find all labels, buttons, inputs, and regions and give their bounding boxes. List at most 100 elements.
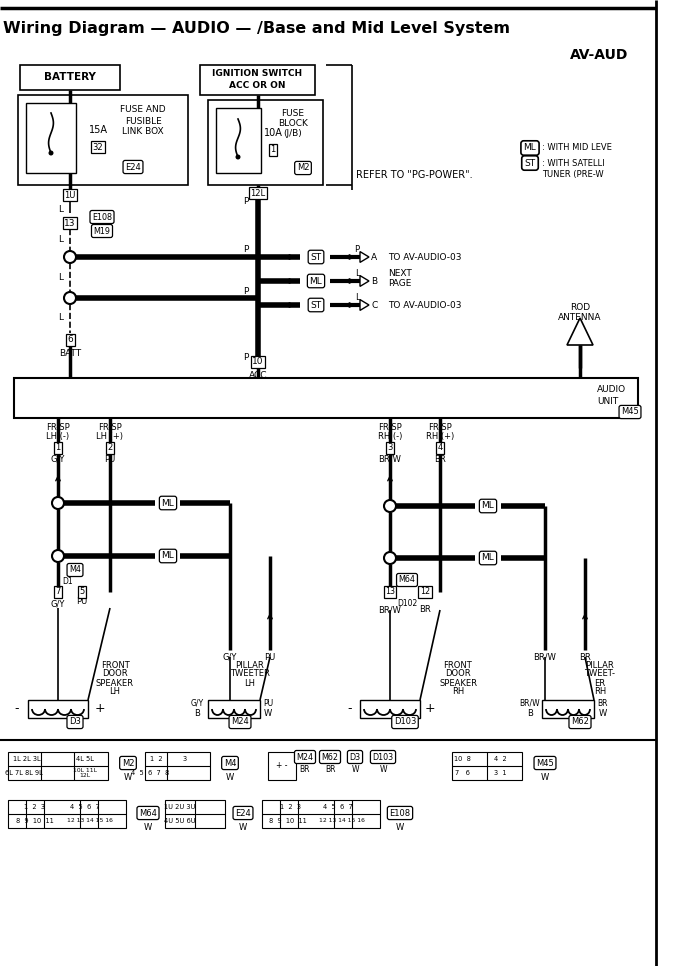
Text: G/Y: G/Y	[51, 454, 65, 464]
Text: BR/W: BR/W	[534, 652, 557, 662]
Text: ML: ML	[162, 498, 174, 507]
Bar	[18, 95, 188, 185]
Text: M45: M45	[621, 408, 639, 416]
Text: ST: ST	[310, 252, 322, 262]
Text: PU: PU	[76, 596, 87, 606]
Text: (J/B): (J/B)	[283, 128, 302, 137]
Text: LH (-): LH (-)	[46, 433, 69, 441]
Text: 1L 2L 3L: 1L 2L 3L	[13, 756, 41, 762]
Text: A: A	[371, 252, 377, 262]
Text: TUNER (PRE-W: TUNER (PRE-W	[542, 169, 604, 179]
Text: D3: D3	[349, 753, 361, 761]
Text: 10L 11L
12L: 10L 11L 12L	[73, 768, 97, 779]
Text: 4  5  6  7: 4 5 6 7	[70, 804, 100, 810]
Text: BR/W: BR/W	[378, 606, 401, 614]
Text: 12 13 14 15 16: 12 13 14 15 16	[319, 818, 365, 823]
Text: E108: E108	[390, 809, 411, 817]
Text: 10: 10	[252, 357, 264, 366]
Text: B: B	[371, 276, 377, 286]
Text: FR-SP: FR-SP	[378, 423, 402, 433]
Text: PILLAR: PILLAR	[586, 661, 614, 669]
Text: M4: M4	[69, 565, 81, 575]
Text: BR: BR	[299, 764, 310, 774]
Text: -: -	[348, 702, 352, 716]
Text: P: P	[355, 244, 359, 253]
Text: REFER TO "PG-POWER".: REFER TO "PG-POWER".	[356, 170, 472, 180]
Bar	[165, 800, 225, 828]
Text: 7   6: 7 6	[454, 770, 470, 776]
Bar	[8, 752, 108, 780]
Bar	[8, 800, 126, 828]
Text: 15A: 15A	[89, 125, 108, 135]
Text: PU: PU	[104, 454, 116, 464]
Text: RH: RH	[452, 688, 464, 696]
Text: G/Y: G/Y	[190, 698, 203, 707]
Text: 10A: 10A	[264, 128, 283, 138]
Text: M62: M62	[571, 718, 589, 726]
Text: ML: ML	[162, 552, 174, 560]
Text: P: P	[244, 354, 249, 362]
Text: IGNITION SWITCH: IGNITION SWITCH	[212, 70, 302, 78]
Text: BR: BR	[419, 606, 431, 614]
Text: M19: M19	[94, 226, 110, 236]
Text: W: W	[599, 709, 607, 719]
Text: M4: M4	[223, 758, 236, 768]
Text: DOOR: DOOR	[445, 669, 471, 678]
Bar	[28, 700, 88, 718]
Text: M45: M45	[536, 758, 554, 768]
Bar	[20, 65, 120, 90]
Text: L: L	[355, 269, 359, 277]
Text: NEXT: NEXT	[388, 270, 412, 278]
Text: FUSE: FUSE	[281, 108, 304, 118]
Text: LINK BOX: LINK BOX	[122, 128, 164, 136]
Text: 12: 12	[420, 587, 430, 596]
Text: M62: M62	[322, 753, 339, 761]
Circle shape	[52, 497, 64, 509]
Text: UNIT: UNIT	[597, 396, 618, 406]
Text: ML: ML	[524, 144, 536, 153]
Text: B: B	[527, 709, 533, 719]
Polygon shape	[360, 299, 369, 310]
Text: 4  5  6  7  8: 4 5 6 7 8	[131, 770, 169, 776]
Text: PU: PU	[263, 698, 273, 707]
Text: BATTERY: BATTERY	[44, 72, 96, 82]
Text: M2: M2	[122, 758, 134, 768]
Text: 4  5  6  7: 4 5 6 7	[323, 804, 353, 810]
Text: FR-SP: FR-SP	[98, 423, 122, 433]
Text: M24: M24	[297, 753, 314, 761]
Text: ST: ST	[524, 158, 536, 167]
Text: 1U 2U 3U: 1U 2U 3U	[164, 804, 196, 810]
Text: 8  9  10  11: 8 9 10 11	[16, 818, 54, 824]
Text: 4: 4	[437, 443, 443, 452]
Text: FUSE AND: FUSE AND	[120, 105, 166, 115]
Text: BR: BR	[598, 698, 608, 707]
Text: L: L	[59, 272, 63, 281]
Text: C: C	[371, 300, 378, 309]
Circle shape	[64, 251, 76, 263]
Text: FUSIBLE: FUSIBLE	[125, 117, 162, 126]
Text: P: P	[244, 288, 249, 297]
Circle shape	[236, 155, 240, 159]
Text: 1  2  3: 1 2 3	[24, 804, 46, 810]
Text: ML: ML	[310, 276, 322, 286]
Text: SPEAKER: SPEAKER	[96, 678, 134, 688]
Text: FRONT: FRONT	[444, 661, 472, 669]
Polygon shape	[360, 275, 369, 286]
Text: ANTENNA: ANTENNA	[558, 312, 602, 322]
Circle shape	[48, 151, 53, 156]
Text: D103: D103	[394, 718, 416, 726]
Text: RH: RH	[594, 688, 606, 696]
Text: +: +	[95, 702, 105, 716]
Circle shape	[384, 552, 396, 564]
Circle shape	[52, 550, 64, 562]
Text: AUDIO: AUDIO	[597, 385, 626, 394]
Text: 1  2  3: 1 2 3	[279, 804, 301, 810]
Text: PAGE: PAGE	[388, 279, 411, 289]
Text: M64: M64	[139, 809, 157, 817]
Text: E24: E24	[235, 809, 251, 817]
Text: E24: E24	[125, 162, 141, 172]
Text: 1  2: 1 2	[149, 756, 162, 762]
Text: P: P	[244, 197, 249, 207]
Bar	[14, 378, 638, 418]
Text: PU: PU	[264, 652, 276, 662]
